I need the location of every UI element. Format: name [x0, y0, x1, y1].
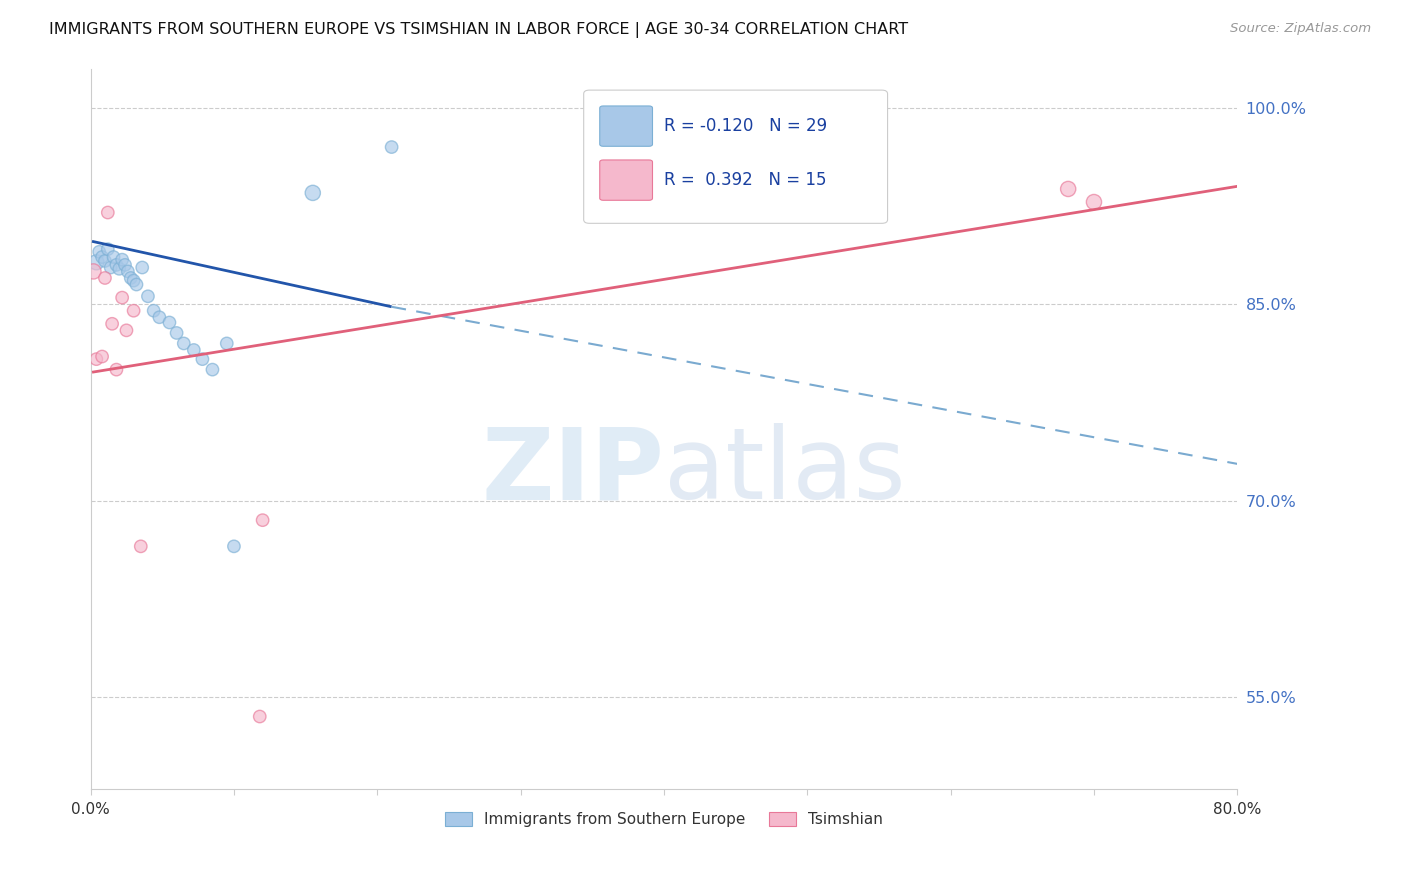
Point: [215, 336, 238, 351]
Point: [1057, 182, 1080, 196]
Point: [301, 186, 323, 200]
Point: [101, 317, 124, 331]
Point: [148, 310, 170, 325]
Point: [97, 205, 120, 219]
Point: [166, 326, 188, 340]
Point: [183, 343, 205, 357]
Y-axis label: In Labor Force | Age 30-34: In Labor Force | Age 30-34: [0, 323, 8, 534]
Point: [201, 362, 224, 376]
Point: [105, 258, 128, 272]
Point: [122, 303, 145, 318]
Point: [381, 140, 404, 154]
FancyBboxPatch shape: [600, 106, 652, 146]
Point: [131, 260, 153, 275]
Point: [173, 336, 195, 351]
Point: [1083, 195, 1105, 210]
Point: [142, 303, 165, 318]
Text: R =  0.392   N = 15: R = 0.392 N = 15: [664, 171, 827, 189]
Point: [249, 709, 271, 723]
Text: R = -0.120   N = 29: R = -0.120 N = 29: [664, 117, 827, 135]
Point: [91, 350, 114, 364]
Point: [100, 260, 122, 275]
Point: [136, 289, 159, 303]
FancyBboxPatch shape: [583, 90, 887, 223]
Point: [122, 274, 145, 288]
Point: [111, 252, 134, 267]
Point: [114, 258, 136, 272]
FancyBboxPatch shape: [600, 160, 652, 201]
Text: atlas: atlas: [664, 423, 905, 520]
Point: [82, 264, 104, 278]
Point: [105, 362, 128, 376]
Text: Source: ZipAtlas.com: Source: ZipAtlas.com: [1230, 22, 1371, 36]
Point: [125, 277, 148, 292]
Legend: Immigrants from Southern Europe, Tsimshian: Immigrants from Southern Europe, Tsimshi…: [437, 804, 891, 835]
Point: [120, 271, 142, 285]
Point: [252, 513, 274, 527]
Point: [191, 352, 214, 367]
Point: [94, 254, 117, 268]
Point: [86, 352, 108, 367]
Text: IMMIGRANTS FROM SOUTHERN EUROPE VS TSIMSHIAN IN LABOR FORCE | AGE 30-34 CORRELAT: IMMIGRANTS FROM SOUTHERN EUROPE VS TSIMS…: [49, 22, 908, 38]
Point: [97, 242, 120, 256]
Point: [222, 539, 245, 553]
Point: [111, 291, 134, 305]
Point: [89, 244, 111, 259]
Point: [108, 261, 131, 276]
Point: [91, 250, 114, 264]
Point: [115, 323, 138, 337]
Point: [159, 316, 181, 330]
Point: [86, 255, 108, 269]
Text: ZIP: ZIP: [481, 423, 664, 520]
Point: [117, 264, 139, 278]
Point: [129, 539, 152, 553]
Point: [94, 271, 117, 285]
Point: [103, 250, 125, 264]
